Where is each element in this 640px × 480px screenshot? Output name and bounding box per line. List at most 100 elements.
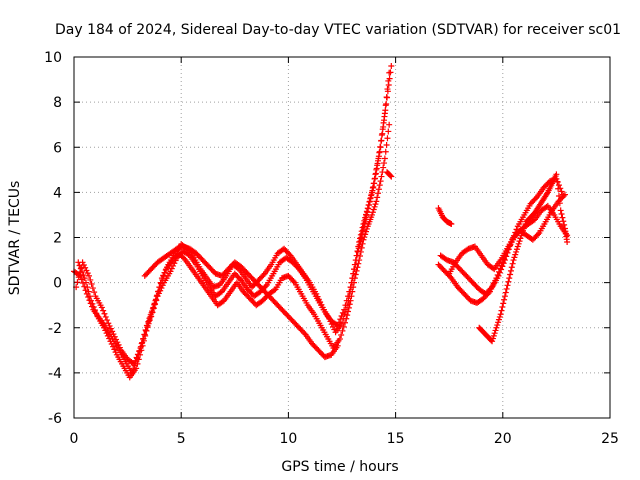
- data-point: [356, 241, 363, 248]
- data-point: [327, 318, 334, 325]
- data-point: [384, 94, 391, 101]
- data-point: [318, 301, 325, 308]
- data-point: [88, 297, 95, 304]
- data-point: [82, 264, 89, 271]
- data-point: [381, 160, 388, 167]
- data-point: [138, 347, 145, 354]
- data-point: [360, 223, 367, 230]
- data-point: [313, 290, 320, 297]
- data-point: [83, 279, 90, 286]
- data-point: [139, 342, 146, 349]
- data-point: [153, 293, 160, 300]
- data-point: [383, 100, 390, 107]
- data-point: [111, 346, 118, 353]
- data-point: [384, 135, 391, 142]
- data-point: [363, 212, 370, 219]
- data-point: [500, 300, 507, 307]
- data-point: [104, 332, 111, 339]
- data-point: [372, 201, 379, 208]
- data-point: [348, 279, 355, 286]
- data-point: [558, 188, 565, 195]
- data-point: [554, 178, 561, 185]
- data-point: [74, 279, 81, 286]
- data-point: [346, 293, 353, 300]
- data-point: [373, 198, 380, 205]
- data-point: [352, 261, 359, 268]
- data-point: [262, 283, 269, 290]
- data-point: [354, 248, 361, 255]
- data-point: [379, 126, 386, 133]
- data-point: [101, 310, 108, 317]
- data-point: [151, 301, 158, 308]
- x-tick-label: 25: [601, 431, 619, 447]
- data-point: [82, 287, 89, 294]
- data-point: [489, 335, 496, 342]
- data-point: [89, 300, 96, 307]
- data-point: [75, 259, 82, 266]
- data-point: [555, 192, 562, 199]
- data-point: [133, 365, 140, 372]
- data-point: [271, 287, 278, 294]
- data-point: [160, 272, 167, 279]
- data-point: [370, 183, 377, 190]
- data-point: [104, 317, 111, 324]
- data-point: [83, 267, 90, 274]
- data-point: [102, 313, 109, 320]
- data-point: [509, 260, 516, 267]
- data-point: [361, 220, 368, 227]
- data-point: [374, 194, 381, 201]
- data-point: [556, 200, 563, 207]
- data-point: [514, 243, 521, 250]
- data-point: [359, 230, 366, 237]
- data-point: [499, 263, 506, 270]
- x-tick-label: 5: [177, 431, 186, 447]
- data-point: [490, 332, 497, 339]
- data-point: [116, 344, 123, 351]
- data-point: [506, 275, 513, 282]
- data-point: [110, 331, 117, 338]
- data-point: [532, 195, 539, 202]
- data-point: [371, 180, 378, 187]
- data-point: [487, 285, 494, 292]
- data-point: [386, 121, 393, 128]
- data-point: [152, 297, 159, 304]
- data-point: [386, 75, 393, 82]
- data-points: [71, 63, 571, 381]
- data-point: [382, 107, 389, 114]
- data-point: [372, 170, 379, 177]
- data-point: [344, 302, 351, 309]
- data-point: [381, 155, 388, 162]
- data-point: [357, 238, 364, 245]
- data-point: [102, 327, 109, 334]
- y-tick-label: 4: [53, 185, 62, 201]
- data-point: [75, 274, 82, 281]
- data-point: [334, 342, 341, 349]
- x-tick-label: 0: [70, 431, 79, 447]
- data-point: [93, 310, 100, 317]
- data-point: [507, 271, 514, 278]
- data-point: [86, 272, 93, 279]
- data-point: [350, 270, 357, 277]
- data-point: [84, 270, 91, 277]
- y-tick-label: 8: [53, 95, 62, 111]
- data-point: [349, 275, 356, 282]
- data-point: [76, 262, 83, 269]
- data-point: [109, 328, 116, 335]
- data-point: [162, 266, 169, 273]
- data-point: [503, 253, 510, 260]
- data-point: [77, 265, 84, 272]
- data-point: [347, 288, 354, 295]
- data-point: [561, 191, 568, 198]
- data-point: [375, 190, 382, 197]
- data-point: [377, 178, 384, 185]
- data-point: [558, 211, 565, 218]
- data-point: [378, 132, 385, 139]
- data-point: [383, 141, 390, 148]
- data-point: [385, 128, 392, 135]
- data-point: [372, 175, 379, 182]
- data-point: [369, 211, 376, 218]
- data-point: [135, 356, 142, 363]
- data-point: [489, 338, 496, 345]
- data-point: [354, 252, 361, 259]
